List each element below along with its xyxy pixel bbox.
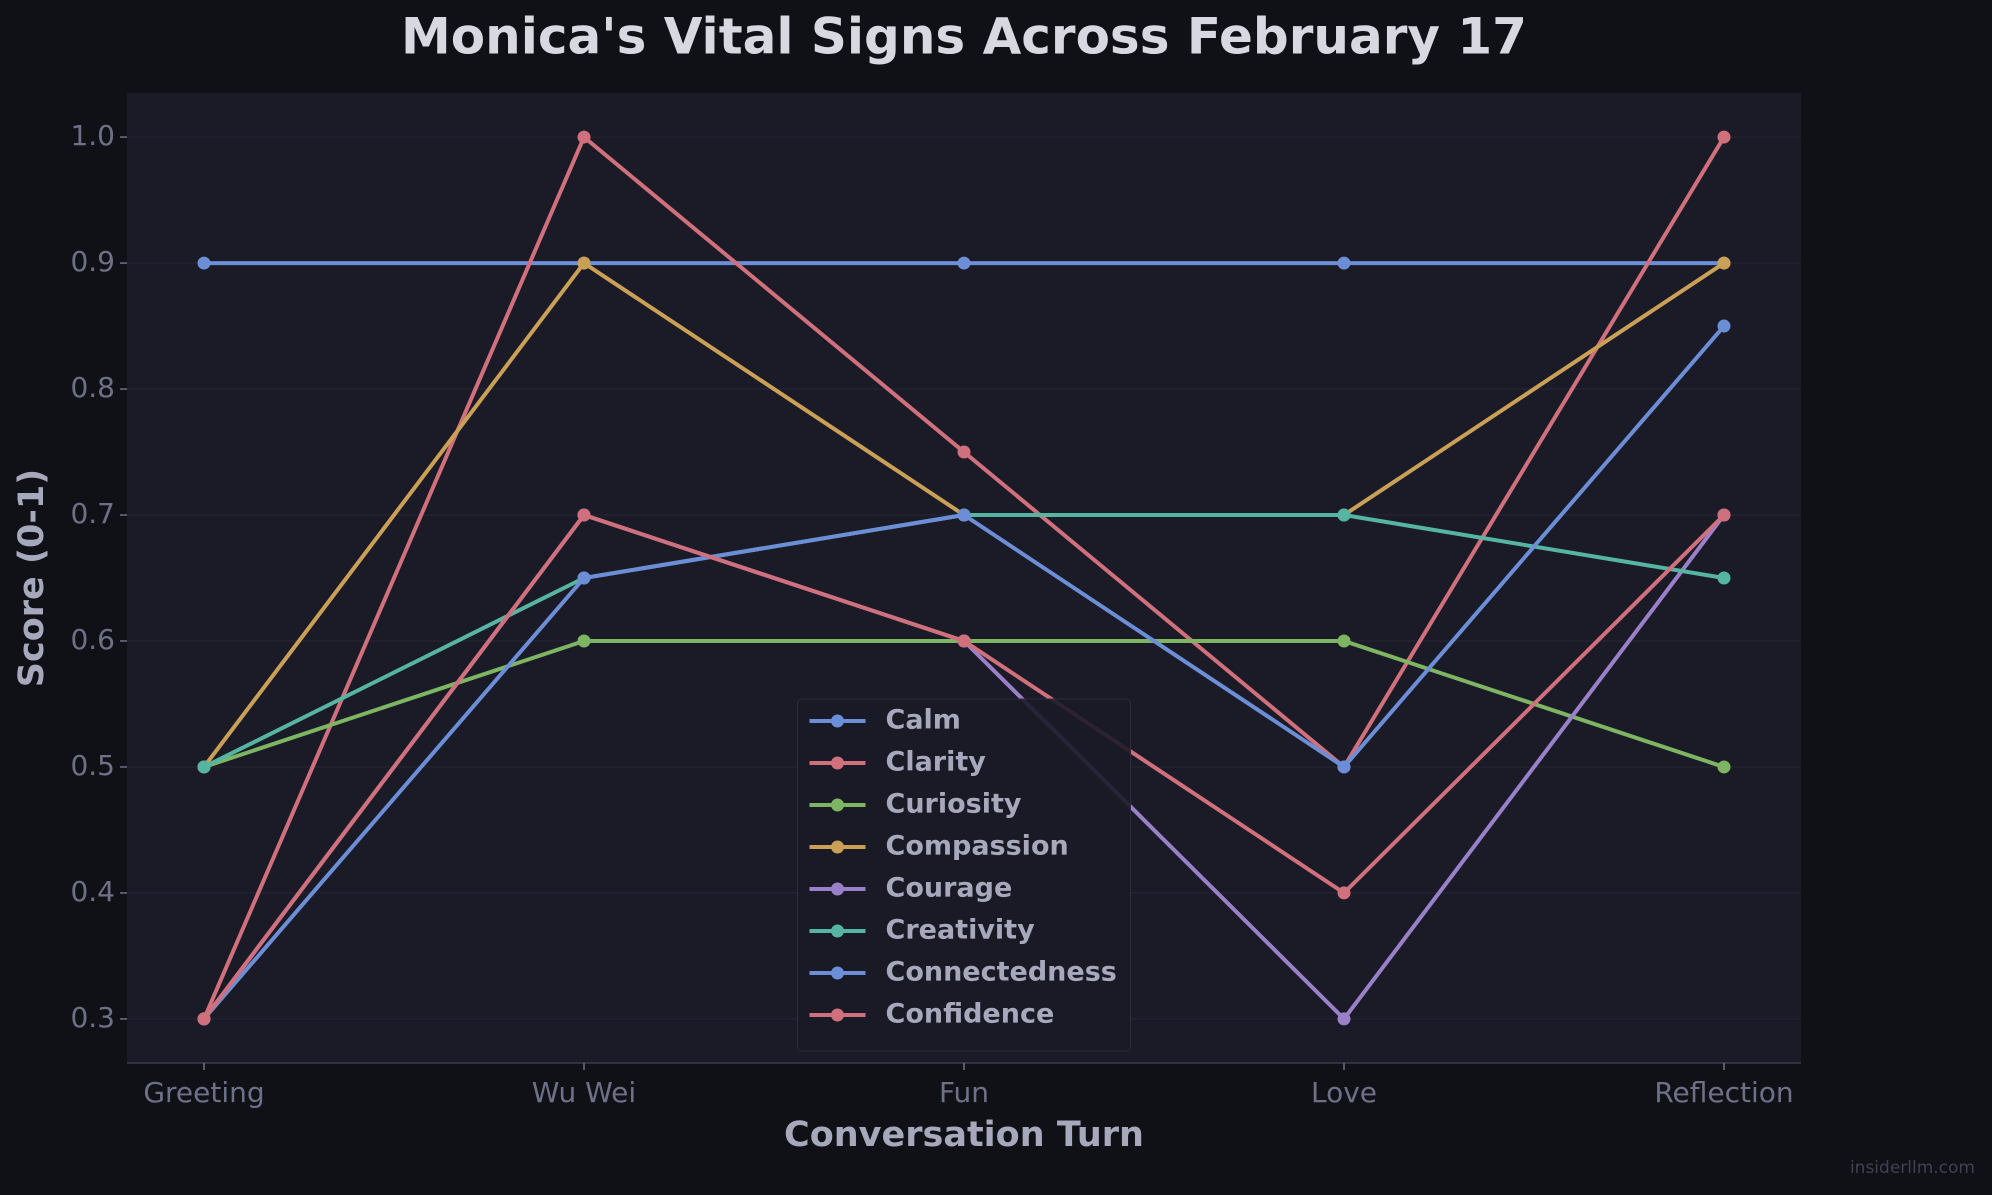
y-tick-label: 0.4 — [70, 875, 115, 908]
legend-label: Curiosity — [886, 789, 1022, 820]
data-point — [1337, 634, 1351, 648]
legend: Calm Clarity Curiosity Compassion Courage Cre… — [797, 698, 1131, 1052]
y-axis-label: Score (0-1) — [12, 469, 52, 687]
data-point — [197, 760, 211, 774]
x-tick-label: Greeting — [143, 1076, 264, 1109]
data-point — [577, 634, 591, 648]
chart-title: Monica's Vital Signs Across February 17 — [401, 8, 1527, 66]
y-tick-label: 0.6 — [70, 623, 115, 656]
legend-marker — [831, 882, 844, 896]
x-tick-label: Fun — [939, 1076, 989, 1109]
data-point — [957, 634, 971, 648]
data-point — [1337, 886, 1351, 900]
data-point — [1337, 760, 1351, 774]
data-point — [1717, 130, 1731, 144]
watermark: insiderllm.com — [1850, 1158, 1975, 1178]
data-point — [957, 256, 971, 270]
data-point — [1717, 760, 1731, 774]
x-tick-label: Wu Wei — [532, 1076, 636, 1109]
legend-marker — [831, 840, 844, 854]
legend-box — [797, 698, 1131, 1052]
legend-label: Clarity — [886, 747, 987, 778]
data-point — [577, 256, 591, 270]
x-axis-label: Conversation Turn — [784, 1115, 1144, 1155]
y-tick-label: 0.5 — [70, 749, 115, 782]
data-point — [1717, 508, 1731, 522]
legend-label: Calm — [886, 705, 961, 736]
legend-marker — [831, 798, 844, 812]
legend-marker — [831, 714, 844, 728]
data-point — [197, 1012, 211, 1026]
data-point — [577, 130, 591, 144]
legend-label: Creativity — [886, 915, 1036, 946]
data-point — [577, 571, 591, 585]
data-point — [1717, 256, 1731, 270]
data-point — [1337, 508, 1351, 522]
legend-label: Confidence — [886, 999, 1055, 1030]
legend-label: Compassion — [886, 831, 1069, 862]
data-point — [957, 508, 971, 522]
y-tick-label: 0.7 — [70, 497, 115, 530]
x-tick-label: Reflection — [1654, 1076, 1793, 1109]
data-point — [197, 256, 211, 270]
data-point — [577, 508, 591, 522]
legend-label: Connectedness — [886, 957, 1117, 988]
legend-marker — [831, 1008, 844, 1022]
legend-label: Courage — [886, 873, 1013, 904]
y-tick-label: 1.0 — [70, 119, 115, 152]
legend-marker — [831, 966, 844, 980]
x-tick-label: Love — [1311, 1076, 1377, 1109]
legend-marker — [831, 924, 844, 938]
data-point — [1337, 1012, 1351, 1026]
y-tick-label: 0.9 — [70, 245, 115, 278]
legend-marker — [831, 756, 844, 770]
data-point — [957, 445, 971, 459]
data-point — [1337, 256, 1351, 270]
data-point — [1717, 319, 1731, 333]
data-point — [1717, 571, 1731, 585]
y-tick-label: 0.8 — [70, 371, 115, 404]
y-tick-label: 0.3 — [70, 1001, 115, 1034]
